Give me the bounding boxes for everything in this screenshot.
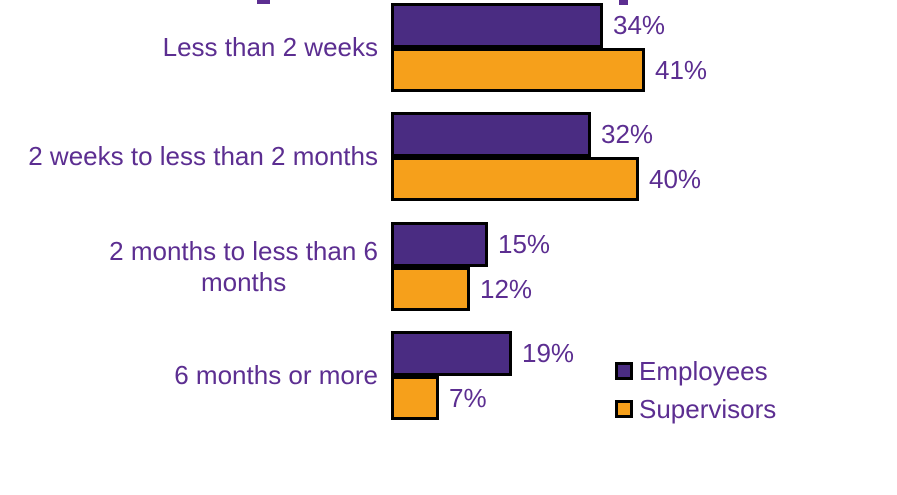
value-label: 34%: [613, 10, 666, 40]
category-label: 6 months or more: [174, 360, 378, 391]
chart-legend: Employees Supervisors: [615, 355, 777, 424]
bar-employees-3: [391, 331, 512, 376]
bar-employees-2: [391, 222, 488, 267]
category-label: 2 weeks to less than 2 months: [28, 141, 378, 172]
bar-employees-1: [391, 112, 591, 157]
legend-swatch-icon: [615, 399, 633, 418]
bar-employees-0: [391, 3, 603, 48]
cropped-text-fragment: [257, 0, 270, 4]
legend-swatch-icon: [615, 361, 633, 380]
value-label: 41%: [655, 54, 708, 85]
cropped-text-fragment: [619, 0, 628, 5]
category-label: Less than 2 weeks: [162, 32, 378, 63]
bar-supervisors-0: [391, 48, 645, 92]
value-label: 40%: [649, 163, 702, 194]
legend-label: Employees: [639, 355, 768, 386]
legend-label: Supervisors: [639, 393, 777, 424]
value-label: 12%: [480, 273, 533, 304]
legend-item-supervisors: Supervisors: [615, 393, 777, 424]
category-label: 2 months to less than 6 months: [109, 235, 378, 297]
bar-supervisors-3: [391, 376, 439, 420]
bar-supervisors-1: [391, 157, 639, 201]
value-label: 19%: [522, 338, 575, 368]
value-label: 32%: [601, 119, 654, 149]
value-label: 15%: [498, 229, 551, 259]
value-label: 7%: [449, 382, 487, 413]
legend-item-employees: Employees: [615, 355, 776, 386]
bar-supervisors-2: [391, 267, 470, 311]
